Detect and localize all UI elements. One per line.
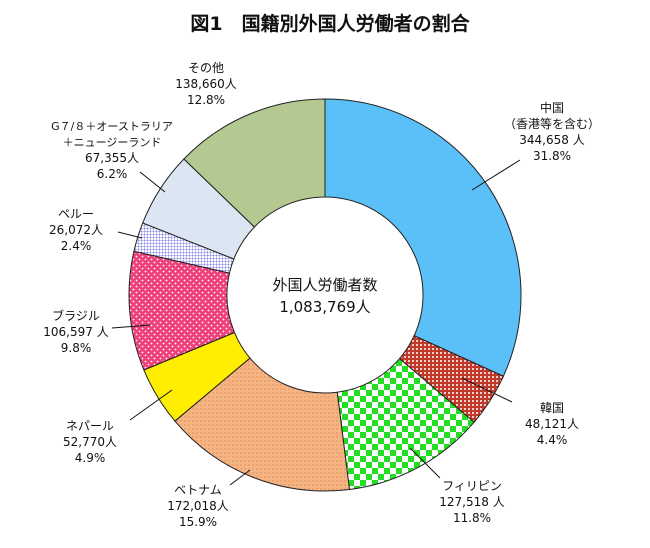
slice-label-philippines: フィリピン 127,518 人 11.8%: [439, 479, 504, 525]
leader-line-peru: [117, 231, 143, 239]
leader-line-korea: [461, 377, 513, 403]
chart-title: 図1 国籍別外国人労働者の割合: [190, 12, 470, 35]
leader-line-nepal: [129, 389, 173, 421]
slice-label-china: 中国（香港等を含む） 344,658 人 31.8%: [504, 100, 600, 163]
slices-group: [128, 98, 522, 492]
leader-lines-group: [111, 159, 521, 486]
slice-label-vietnam: ベトナム 172,018人 15.9%: [167, 483, 229, 529]
slice-label-peru: ペルー 26,072人 2.4%: [49, 207, 103, 253]
slice-label-other: その他 138,660人 12.8%: [175, 61, 237, 107]
leader-line-china: [471, 159, 521, 191]
center-label-title: 外国人労働者数: [272, 276, 377, 294]
leader-line-vietnam: [229, 469, 251, 486]
slice-vietnam: [174, 357, 351, 492]
center-label-total: 1,083,769人: [279, 298, 370, 316]
slice-labels-group: 中国（香港等を含む） 344,658 人 31.8% 韓国 48,121人 4.4% フィリ…: [43, 61, 600, 529]
slice-label-nepal: ネパール 52,770人 4.9%: [63, 419, 117, 465]
leader-line-philippines: [409, 447, 441, 479]
slice-label-korea: 韓国 48,121人 4.4%: [525, 401, 579, 447]
slice-china: [324, 98, 522, 377]
leader-line-brazil: [111, 324, 151, 329]
slice-other: [183, 98, 326, 228]
slice-label-g78-au-nz: G７/８＋オーストラリア＋ニュージーランド 67,355人 6.2%: [51, 120, 173, 181]
slice-label-brazil: ブラジル 106,597 人 9.8%: [43, 308, 108, 355]
leader-line-g78-au-nz: [139, 171, 166, 193]
